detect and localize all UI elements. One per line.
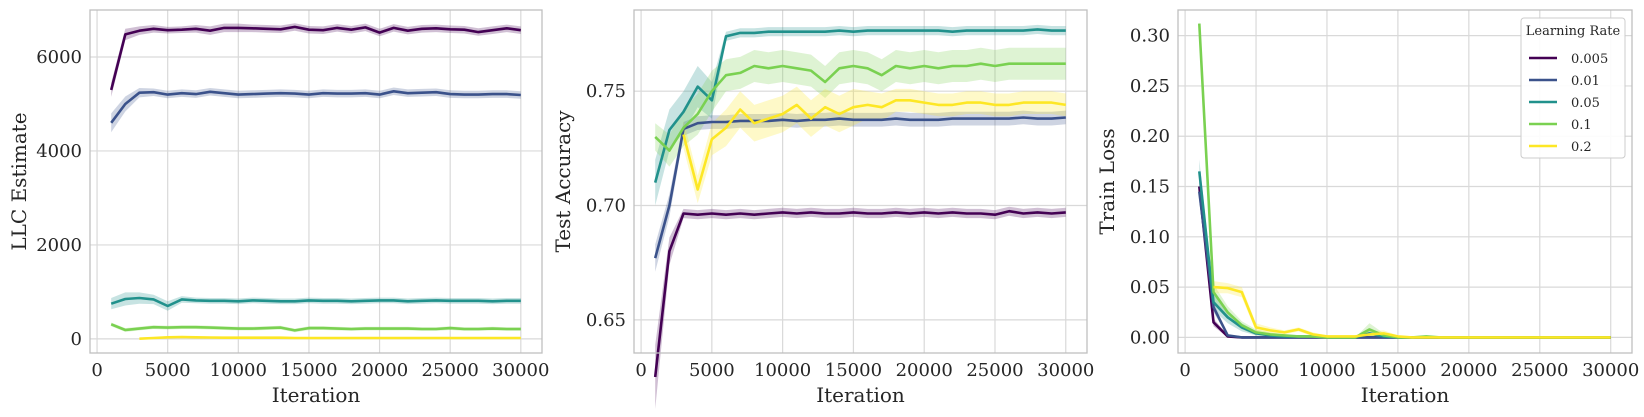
test-accuracy-y-tick-label: 0.70	[586, 196, 626, 217]
train-loss-x-tick-label: 25000	[1511, 360, 1568, 381]
test-accuracy-x-tick-label: 25000	[966, 360, 1023, 381]
legend-title: Learning Rate	[1526, 24, 1621, 39]
test-accuracy-y-tick-label: 0.75	[586, 81, 626, 102]
train-loss-y-tick-label: 0.15	[1130, 177, 1170, 198]
llc-line-lr-0_1	[110, 323, 521, 332]
llc-line-lr-0_2	[139, 335, 521, 340]
test-accuracy-band-lr-0_01	[655, 110, 1066, 272]
llc-plot-area	[90, 10, 542, 353]
test-accuracy-frame	[633, 9, 1088, 354]
train-loss-y-tick-label: 0.05	[1130, 277, 1170, 298]
llc-y-tick-label: 2000	[36, 235, 82, 256]
llc-x-axis-label: Iteration	[272, 383, 361, 407]
test-accuracy-line-lr-0_05	[653, 28, 1066, 183]
test-accuracy-y-axis-label: Test Accuracy	[551, 110, 575, 253]
train-loss-y-tick-label: 0.25	[1130, 76, 1170, 97]
legend-label-lr-0_005: 0.005	[1571, 52, 1608, 67]
llc-y-tick-label: 6000	[36, 47, 82, 68]
train-loss-chart: 0 5000 10000 15000 20000 25000 30000 0.00 0.05 0.…	[1095, 9, 1639, 407]
train-loss-y-tick-label: 0.10	[1130, 227, 1170, 248]
test-accuracy-y-tick-label: 0.65	[586, 310, 626, 331]
test-accuracy-line-lr-0_01	[653, 116, 1066, 259]
llc-x-tick-label: 25000	[422, 360, 479, 381]
llc-x-tick-label: 10000	[210, 360, 267, 381]
test-accuracy-chart: 0 5000 10000 15000 20000 25000 30000 0.65 0.70 0.…	[551, 9, 1094, 409]
llc-frame	[89, 9, 543, 354]
llc-x-tick-label: 5000	[145, 360, 191, 381]
train-loss-x-tick-label: 5000	[1233, 360, 1279, 381]
legend-label-lr-0_05: 0.05	[1571, 96, 1600, 111]
llc-y-tick-label: 4000	[36, 141, 82, 162]
test-accuracy-line-lr-0_005	[653, 209, 1066, 378]
train-loss-x-tick-label: 10000	[1298, 360, 1355, 381]
train-loss-x-tick-label: 0	[1179, 360, 1190, 381]
test-accuracy-x-tick-label: 20000	[896, 360, 953, 381]
train-loss-x-tick-label: 30000	[1582, 360, 1639, 381]
legend-label-lr-0_1: 0.1	[1571, 118, 1592, 133]
llc-x-tick-label: 30000	[492, 360, 549, 381]
test-accuracy-x-tick-label: 0	[635, 360, 646, 381]
test-accuracy-x-axis-label: Iteration	[816, 383, 905, 407]
test-accuracy-line-lr-0_2	[682, 99, 1067, 191]
llc-estimate-chart: 0 5000 10000 15000 20000 25000 30000 0 2000 4000 6…	[7, 9, 549, 407]
train-loss-x-tick-label: 20000	[1440, 360, 1497, 381]
legend-label-lr-0_01: 0.01	[1571, 74, 1600, 89]
train-loss-line-lr-0_2	[1213, 285, 1611, 339]
llc-band-lr-0_005	[111, 23, 521, 97]
train-loss-y-tick-label: 0.30	[1130, 26, 1170, 47]
test-accuracy-x-tick-label: 10000	[754, 360, 811, 381]
llc-x-tick-label: 15000	[280, 360, 337, 381]
llc-line-lr-0_005	[109, 25, 521, 91]
test-accuracy-x-tick-label: 5000	[689, 360, 735, 381]
llc-x-tick-label: 0	[91, 360, 102, 381]
test-accuracy-x-tick-label: 15000	[825, 360, 882, 381]
test-accuracy-x-tick-label: 30000	[1037, 360, 1094, 381]
test-accuracy-band-lr-0_1	[655, 47, 1066, 167]
legend: Learning Rate 0.005 0.01 0.05 0.1 0.2	[1520, 17, 1626, 159]
llc-y-axis-label: LLC Estimate	[7, 112, 31, 250]
train-loss-y-tick-label: 0.00	[1130, 327, 1170, 348]
llc-line-lr-0_01	[110, 90, 521, 124]
llc-x-tick-label: 20000	[351, 360, 408, 381]
train-loss-y-tick-label: 0.20	[1130, 126, 1170, 147]
llc-line-lr-0_05	[110, 296, 521, 308]
train-loss-x-axis-label: Iteration	[1361, 383, 1450, 407]
legend-label-lr-0_2: 0.2	[1571, 140, 1592, 155]
train-loss-x-tick-label: 15000	[1369, 360, 1426, 381]
llc-y-tick-label: 0	[71, 329, 82, 350]
train-loss-frame	[1177, 9, 1633, 354]
train-loss-y-axis-label: Train Loss	[1095, 128, 1119, 234]
test-accuracy-line-lr-0_1	[654, 62, 1066, 152]
